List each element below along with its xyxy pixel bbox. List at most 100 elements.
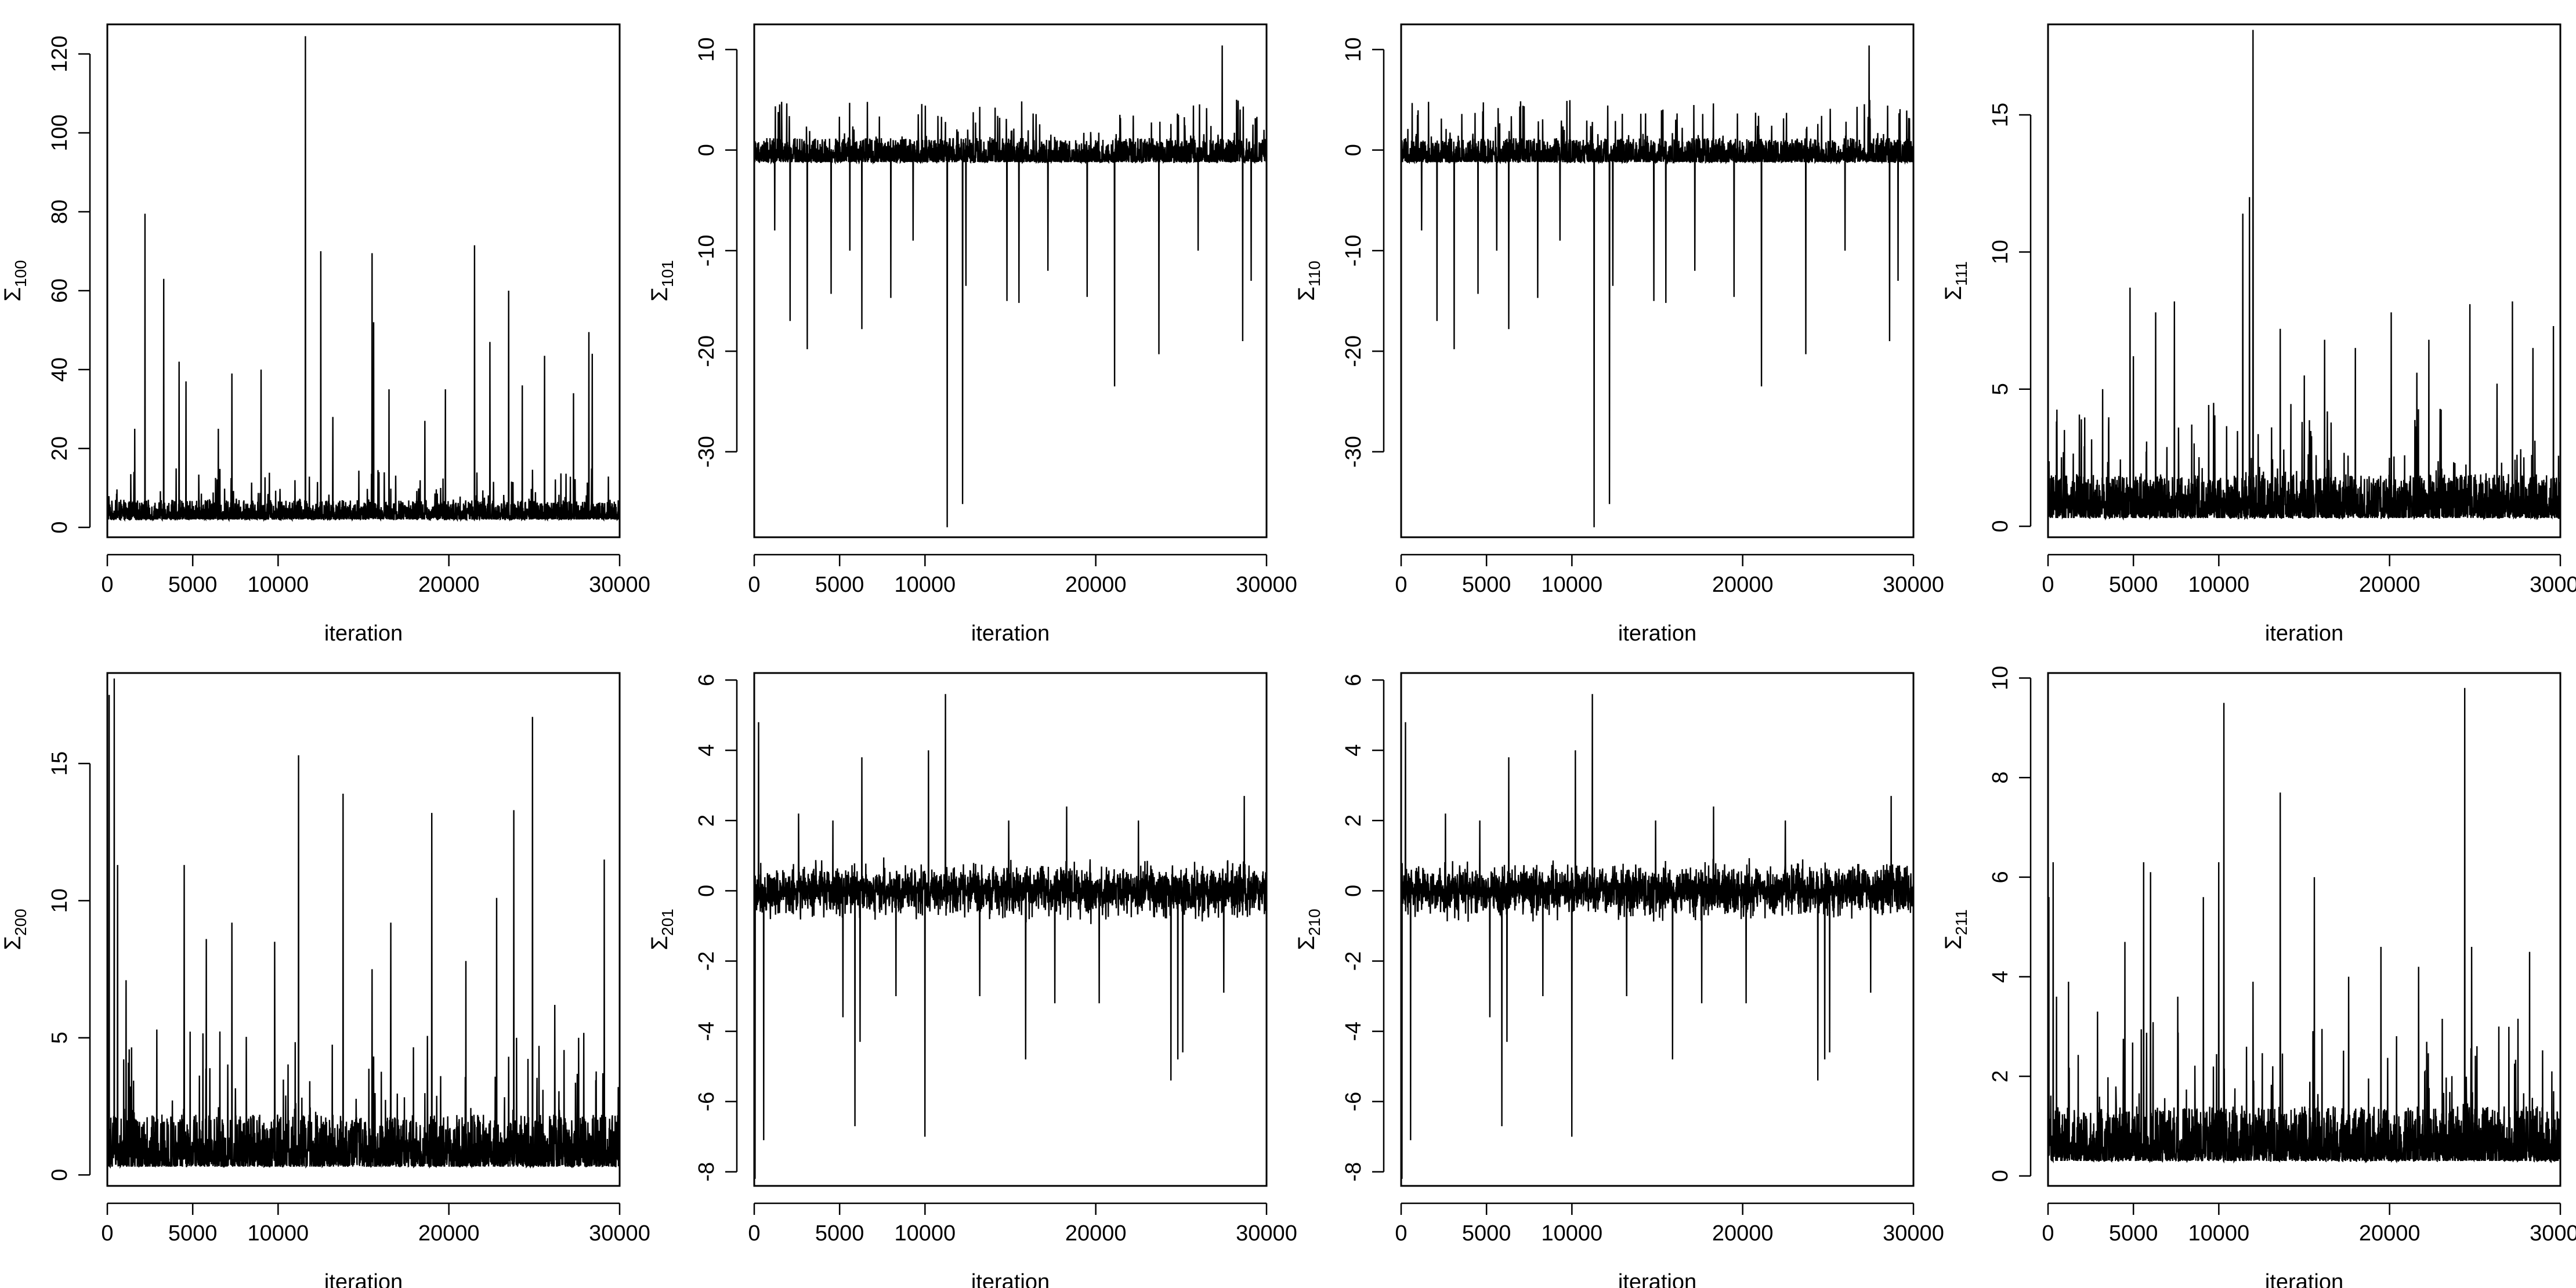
x-axis-label: iteration bbox=[1618, 1270, 1696, 1288]
x-tick-label: 10000 bbox=[894, 573, 956, 597]
y-tick-label: 0 bbox=[1988, 1170, 2013, 1182]
y-tick-label: 8 bbox=[1988, 772, 2013, 784]
y-axis-label: Σ111 bbox=[1941, 261, 1970, 300]
trace-line bbox=[1401, 45, 1913, 527]
y-axis-label: Σ200 bbox=[0, 909, 30, 950]
trace-panel-201: 0 5000 10000 20000 30000 iteration 6 4 2 0 -2 -4 -6 -… bbox=[647, 672, 1297, 1288]
trace-panel-211: 0 5000 10000 20000 30000 iteration 0 2 4 6 8 10 Σ211 bbox=[1941, 665, 2576, 1288]
x-tick-label: 10000 bbox=[2188, 1221, 2249, 1246]
x-tick-label: 10000 bbox=[247, 573, 309, 597]
y-axis-label: Σ211 bbox=[1941, 909, 1970, 949]
y-tick-label: -30 bbox=[694, 436, 719, 468]
y-tick-label: 4 bbox=[1988, 971, 2013, 983]
y-tick-label: 15 bbox=[48, 751, 72, 776]
trace-panel-101: 0 5000 10000 20000 30000 iteration 10 0 -10 -20 -3… bbox=[647, 23, 1297, 646]
y-tick-label: -6 bbox=[1341, 1092, 1366, 1112]
y-tick-label: 10 bbox=[48, 888, 72, 913]
plot-frame bbox=[753, 23, 1268, 538]
plot-frame bbox=[1400, 23, 1915, 538]
y-axis-label: Σ210 bbox=[1294, 909, 1323, 950]
y-tick-label: -6 bbox=[694, 1092, 719, 1112]
x-tick-label: 0 bbox=[2042, 573, 2054, 597]
x-tick-label: 10000 bbox=[247, 1221, 309, 1246]
x-tick-label: 20000 bbox=[1065, 573, 1127, 597]
plot-frame bbox=[2047, 23, 2561, 538]
y-tick-label: 10 bbox=[1341, 37, 1366, 61]
x-tick-label: 30000 bbox=[1236, 573, 1297, 597]
x-tick-label: 30000 bbox=[1236, 1221, 1297, 1246]
x-tick-label: 0 bbox=[748, 573, 760, 597]
y-tick-label: 120 bbox=[48, 35, 72, 72]
y-tick-label: 0 bbox=[694, 885, 719, 897]
y-axis-label: Σ201 bbox=[647, 909, 676, 950]
y-tick-label: 5 bbox=[1988, 383, 2013, 395]
y-tick-label: 80 bbox=[48, 200, 72, 224]
y-tick-label: 2 bbox=[1341, 815, 1366, 827]
y-tick-label: 4 bbox=[694, 744, 719, 757]
x-axis-label: iteration bbox=[971, 1270, 1050, 1288]
x-tick-label: 0 bbox=[101, 1221, 113, 1246]
y-tick-label: -20 bbox=[694, 335, 719, 367]
x-tick-label: 0 bbox=[1395, 573, 1407, 597]
y-tick-label: -30 bbox=[1341, 436, 1366, 468]
x-tick-label: 5000 bbox=[168, 1221, 218, 1246]
plot-frame bbox=[1400, 672, 1915, 1187]
x-tick-label: 20000 bbox=[418, 573, 480, 597]
y-tick-label: 40 bbox=[48, 357, 72, 382]
trace-line bbox=[2048, 688, 2560, 1164]
trace-line bbox=[1401, 694, 1913, 1179]
x-axis-label: iteration bbox=[2265, 621, 2343, 646]
x-tick-label: 20000 bbox=[418, 1221, 480, 1246]
y-tick-label: 15 bbox=[1988, 103, 2013, 127]
y-tick-label: -2 bbox=[694, 951, 719, 971]
x-tick-label: 20000 bbox=[1712, 573, 1774, 597]
y-tick-label: 6 bbox=[694, 674, 719, 686]
y-tick-label: 2 bbox=[694, 815, 719, 827]
trace-panel-210: 0 5000 10000 20000 30000 iteration 6 4 2 0 -2 -4 -6 -… bbox=[1294, 672, 1944, 1288]
y-tick-label: -2 bbox=[1341, 951, 1366, 971]
x-tick-label: 20000 bbox=[1065, 1221, 1127, 1246]
y-tick-label: 0 bbox=[48, 521, 72, 533]
x-axis-label: iteration bbox=[2265, 1270, 2343, 1288]
x-tick-label: 5000 bbox=[2109, 1221, 2158, 1246]
y-tick-label: 100 bbox=[48, 114, 72, 151]
y-tick-label: 0 bbox=[1341, 144, 1366, 156]
trace-line bbox=[2048, 30, 2560, 521]
plot-frame bbox=[2047, 672, 2561, 1187]
trace-panel-110: 0 5000 10000 20000 30000 iteration 10 0 -10 -20 -3… bbox=[1294, 23, 1944, 646]
y-axis-label: Σ100 bbox=[0, 260, 30, 301]
x-tick-label: 5000 bbox=[815, 1221, 864, 1246]
y-tick-label: -20 bbox=[1341, 335, 1366, 367]
x-tick-label: 30000 bbox=[1883, 1221, 1944, 1246]
x-tick-label: 5000 bbox=[1462, 573, 1511, 597]
trace-panel-111: 0 5000 10000 20000 30000 iteration 0 5 10 15 Σ111 bbox=[1941, 23, 2576, 646]
x-tick-label: 20000 bbox=[1712, 1221, 1774, 1246]
x-tick-label: 10000 bbox=[1541, 573, 1602, 597]
x-tick-label: 10000 bbox=[1541, 1221, 1602, 1246]
trace-line bbox=[754, 694, 1267, 1179]
x-tick-label: 30000 bbox=[589, 573, 650, 597]
plot-frame bbox=[753, 672, 1268, 1187]
x-tick-label: 20000 bbox=[2359, 1221, 2421, 1246]
y-tick-label: 10 bbox=[1988, 665, 2013, 690]
x-tick-label: 5000 bbox=[2109, 573, 2158, 597]
y-tick-label: -10 bbox=[694, 235, 719, 267]
x-tick-label: 30000 bbox=[2530, 573, 2576, 597]
y-tick-label: 2 bbox=[1988, 1070, 2013, 1083]
x-axis-label: iteration bbox=[1618, 621, 1696, 646]
x-tick-label: 30000 bbox=[1883, 573, 1944, 597]
y-tick-label: -8 bbox=[694, 1162, 719, 1182]
x-axis-label: iteration bbox=[971, 621, 1050, 646]
x-tick-label: 5000 bbox=[815, 573, 864, 597]
trace-line bbox=[107, 678, 620, 1169]
x-tick-label: 0 bbox=[748, 1221, 760, 1246]
x-tick-label: 5000 bbox=[1462, 1221, 1511, 1246]
trace-panel-100: 0 5000 10000 20000 30000 iteration 0 20 40 60 80 10… bbox=[0, 23, 650, 646]
trace-panel-200: 0 5000 10000 20000 30000 iteration 0 5 10 15 Σ200 bbox=[0, 672, 650, 1288]
x-tick-label: 0 bbox=[101, 573, 113, 597]
y-tick-label: 0 bbox=[48, 1169, 72, 1181]
y-axis-label: Σ110 bbox=[1294, 261, 1323, 301]
y-tick-label: -10 bbox=[1341, 235, 1366, 267]
x-tick-label: 30000 bbox=[2530, 1221, 2576, 1246]
plot-frame bbox=[106, 672, 621, 1187]
